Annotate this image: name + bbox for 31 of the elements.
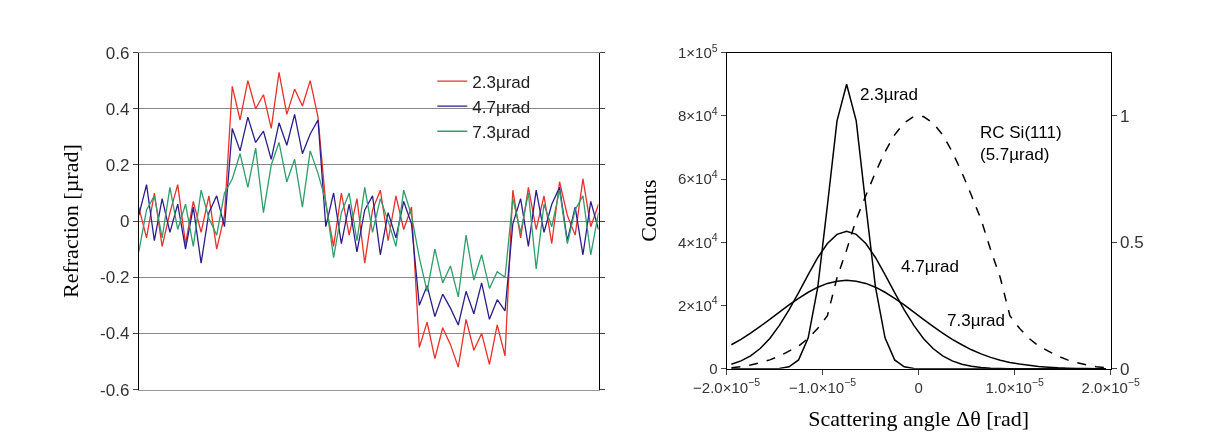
- y-tick-label: 0: [119, 212, 130, 232]
- y-tick-label: -0.2: [100, 268, 130, 288]
- x-axis-title: Scattering angle Δθ [rad]: [808, 405, 1030, 431]
- series-label: 2.3µrad: [860, 85, 918, 104]
- y-tick-label: 0.4: [105, 99, 130, 119]
- y-tick-label: -0.6: [100, 380, 130, 400]
- x-tick-label: 0: [914, 378, 923, 396]
- legend-label: 4.7µrad: [472, 97, 531, 117]
- y-tick-label: 0: [709, 360, 718, 378]
- y-tick-label: 1×10$^{5}$: [677, 41, 718, 61]
- y-tick-label: 8×10$^{4}$: [677, 104, 718, 125]
- x-tick-label: −1.0×10$^{−5}$: [789, 376, 857, 396]
- y-axis-title: Counts: [635, 179, 661, 242]
- legend-label: 2.3µrad: [472, 72, 531, 92]
- y-tick-label: 2×10$^{4}$: [677, 294, 718, 314]
- y2-tick-label: 1: [1120, 106, 1130, 126]
- y-tick-label: 4×10$^{4}$: [677, 231, 718, 251]
- legend-label: 7.3µrad: [472, 122, 531, 142]
- series-label: 7.3µrad: [947, 311, 1005, 330]
- x-tick-label: 2.0×10$^{−5}$: [1081, 376, 1140, 396]
- series-label: 4.7µrad: [901, 257, 959, 276]
- y-tick-label: 6×10$^{4}$: [677, 168, 718, 188]
- y-axis-title: Refraction [µrad]: [57, 144, 83, 298]
- y-tick-label: -0.4: [100, 324, 130, 344]
- series-label: RC Si(111) (5.7µrad): [980, 123, 1062, 165]
- x-tick-label: −2.0×10$^{−5}$: [693, 376, 761, 396]
- y2-tick-label: 0.5: [1120, 233, 1144, 253]
- y2-tick-label: 0: [1120, 359, 1130, 379]
- y-tick-label: 0.2: [105, 155, 130, 175]
- y-tick-label: 0.6: [105, 43, 130, 63]
- x-tick-label: 1.0×10$^{−5}$: [985, 376, 1044, 396]
